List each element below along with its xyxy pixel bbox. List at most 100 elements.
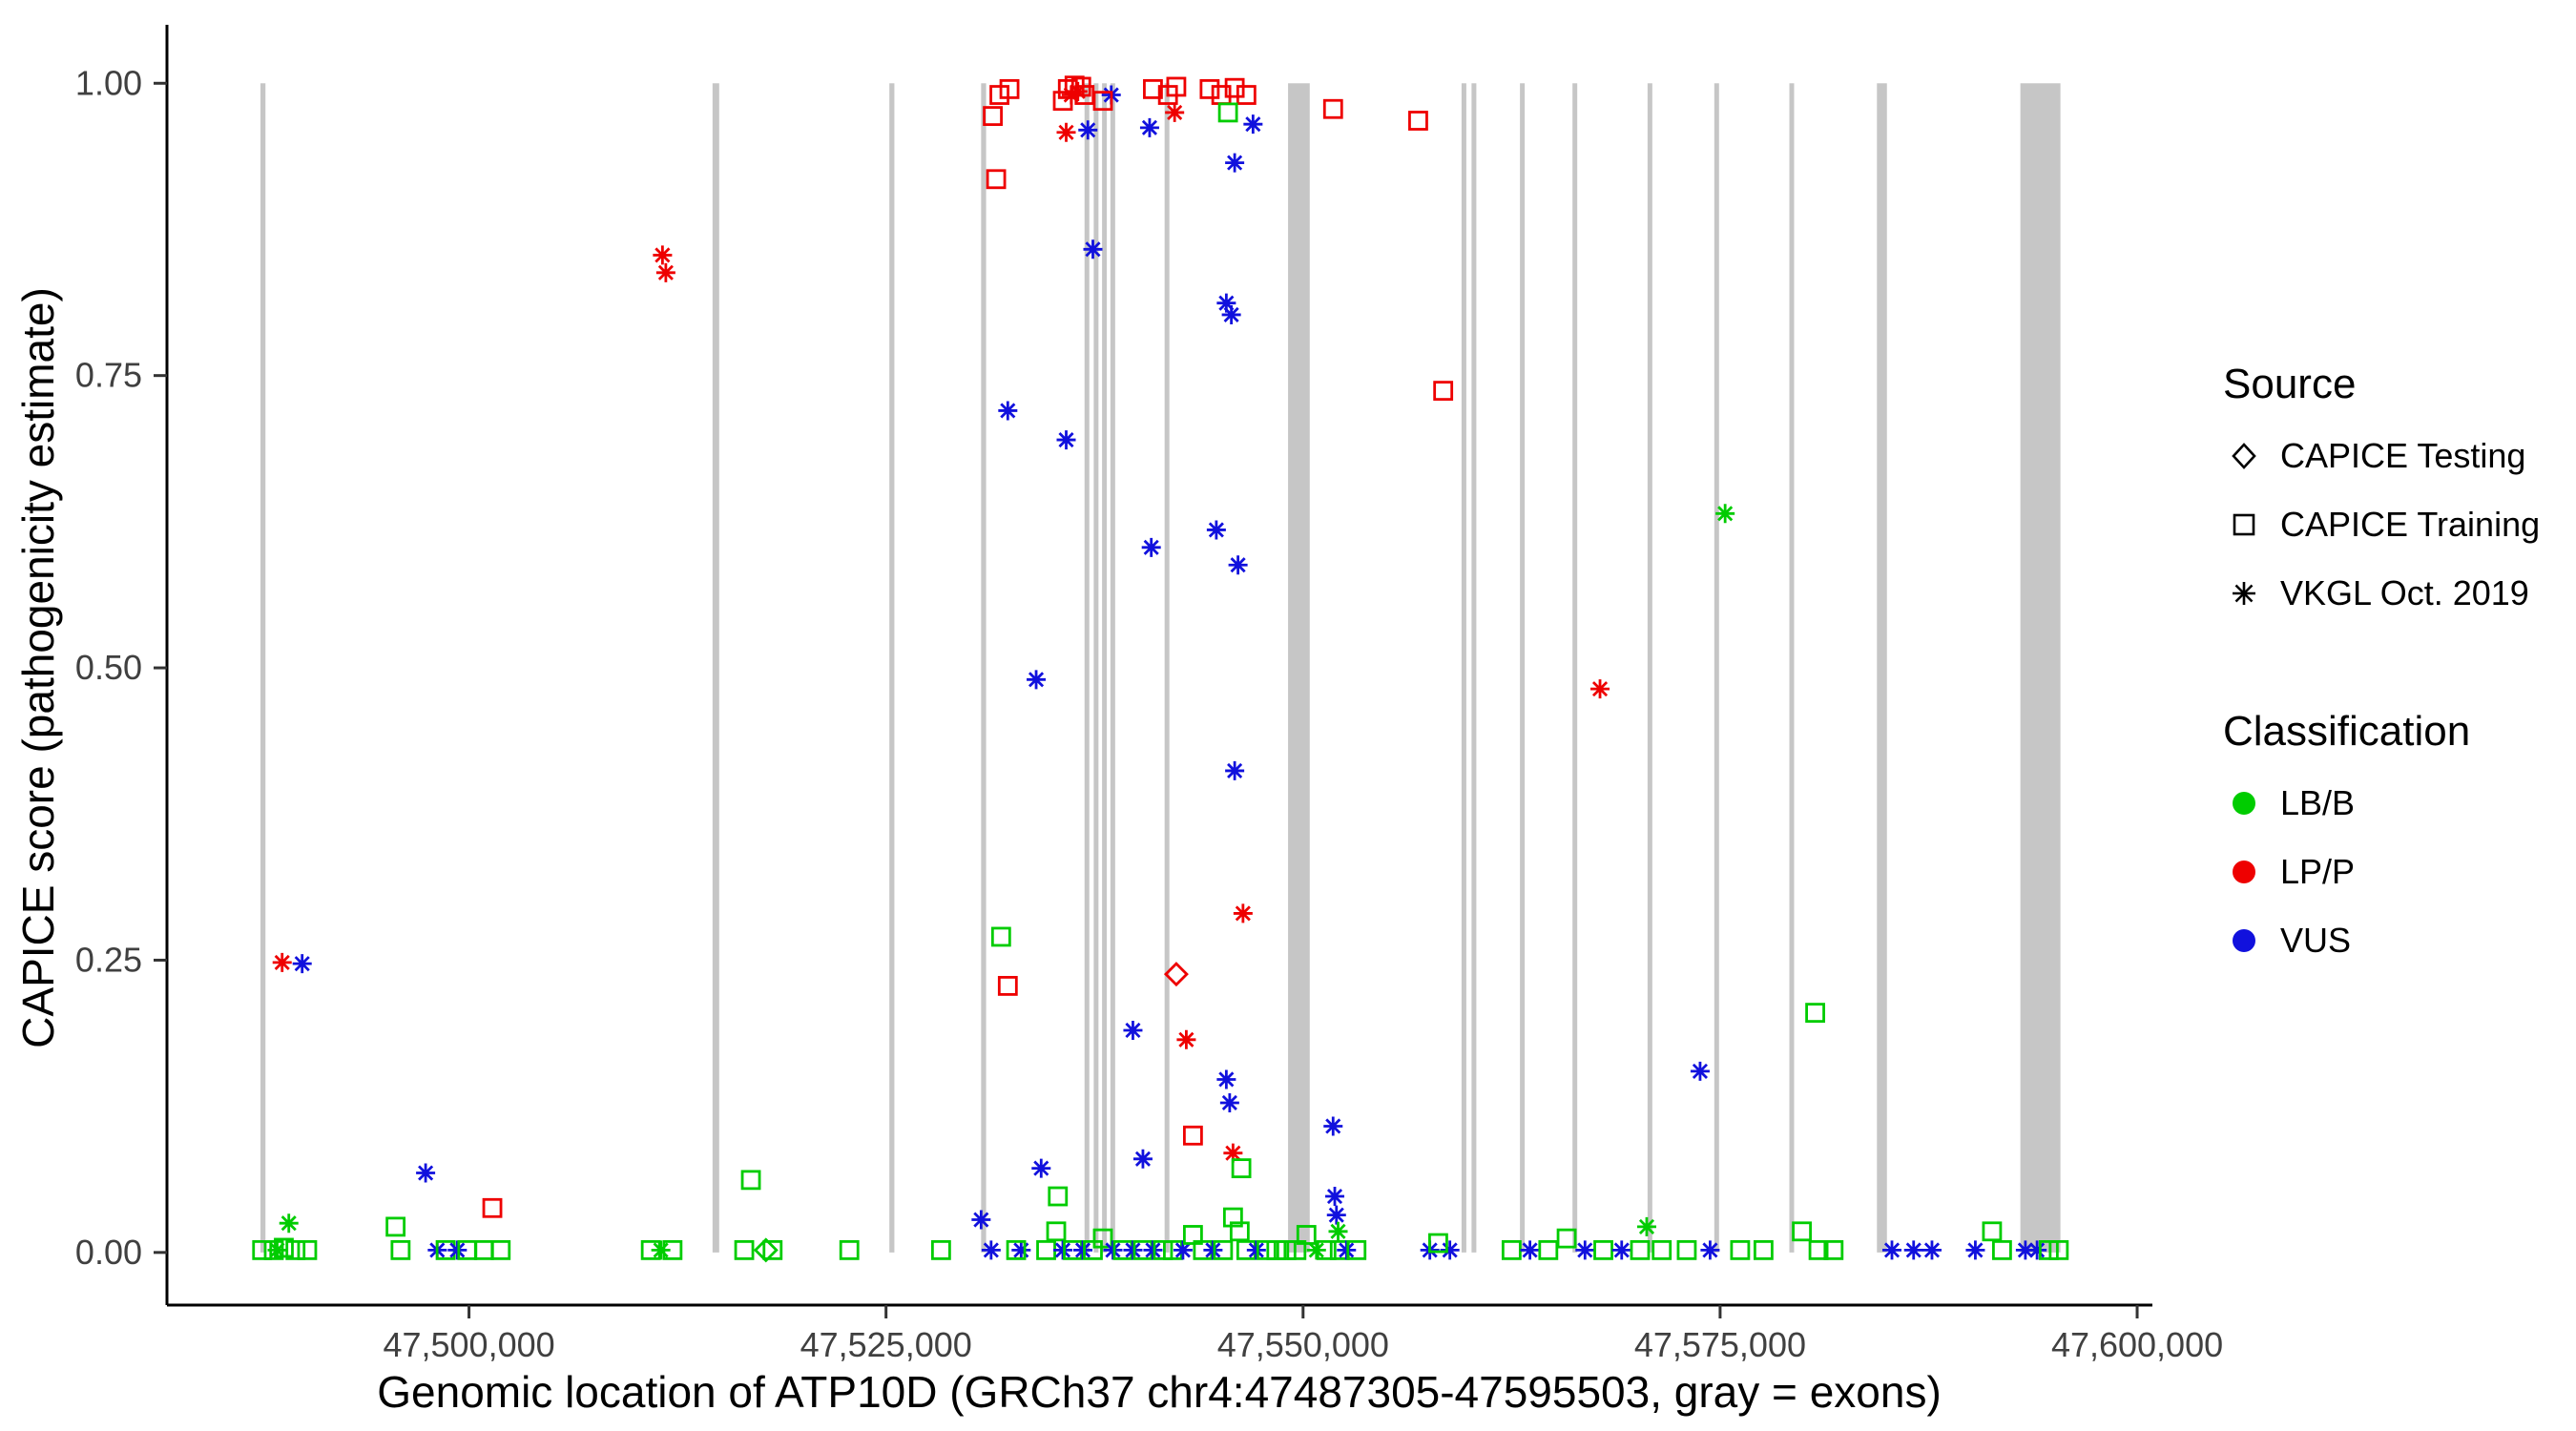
diamond-icon bbox=[2223, 435, 2265, 477]
point-square bbox=[1006, 1239, 1027, 1260]
legend-classification-title: Classification bbox=[2223, 708, 2471, 755]
point-square bbox=[1408, 111, 1428, 131]
point-asterisk bbox=[1206, 520, 1226, 540]
point-square bbox=[1182, 1125, 1203, 1146]
exon-bar bbox=[1877, 83, 1887, 1253]
green-dot-icon bbox=[2223, 782, 2265, 824]
point-square bbox=[1092, 1228, 1113, 1249]
point-square bbox=[997, 976, 1018, 996]
point-square bbox=[1428, 1233, 1448, 1254]
point-square bbox=[1982, 1221, 2003, 1242]
point-square bbox=[1630, 1239, 1651, 1260]
blue-dot-icon bbox=[2223, 920, 2265, 962]
point-square bbox=[1433, 381, 1454, 402]
point-square bbox=[297, 1239, 318, 1260]
point-asterisk bbox=[655, 262, 675, 282]
point-asterisk bbox=[981, 1240, 1001, 1260]
x-axis-title: Genomic location of ATP10D (GRCh37 chr4:… bbox=[377, 1367, 1942, 1417]
point-square bbox=[1676, 1239, 1697, 1260]
point-square bbox=[1143, 79, 1163, 99]
point-asterisk bbox=[416, 1163, 436, 1183]
point-asterisk bbox=[1325, 1187, 1345, 1207]
y-tick-label: 0.75 bbox=[75, 356, 142, 395]
exon-bar bbox=[1647, 83, 1652, 1253]
point-square bbox=[1083, 1239, 1103, 1260]
point-asterisk bbox=[267, 1240, 287, 1260]
point-asterisk bbox=[1690, 1061, 1710, 1081]
point-square bbox=[1296, 1225, 1317, 1245]
point-asterisk bbox=[1123, 1020, 1143, 1040]
exon-bar bbox=[1102, 83, 1108, 1253]
point-asterisk bbox=[1203, 1240, 1223, 1260]
point-square bbox=[983, 106, 1003, 126]
point-square bbox=[1501, 1239, 1522, 1260]
point-asterisk bbox=[1882, 1240, 1902, 1260]
point-square bbox=[1753, 1239, 1774, 1260]
point-asterisk bbox=[1700, 1240, 1720, 1260]
point-square bbox=[1182, 1225, 1203, 1245]
point-asterisk bbox=[1176, 1029, 1196, 1049]
point-asterisk bbox=[1328, 1221, 1348, 1241]
point-square bbox=[285, 1239, 306, 1260]
point-asterisk bbox=[2015, 1240, 2035, 1260]
point-square bbox=[989, 85, 1009, 105]
point-square bbox=[734, 1239, 755, 1260]
y-axis-title: CAPICE score (pathogenicity estimate) bbox=[13, 287, 63, 1048]
point-asterisk bbox=[1027, 670, 1047, 690]
legend: Source CAPICE Testing CAPICE Training bbox=[2223, 361, 2566, 975]
legend-item-vus: VUS bbox=[2223, 906, 2566, 975]
point-square bbox=[1199, 79, 1220, 99]
point-asterisk bbox=[651, 1240, 671, 1260]
point-asterisk bbox=[1053, 1240, 1073, 1260]
legend-item-label: CAPICE Training bbox=[2280, 505, 2541, 544]
point-asterisk bbox=[1243, 114, 1263, 135]
x-tick-label: 47,525,000 bbox=[800, 1325, 972, 1364]
legend-source-title: Source bbox=[2223, 361, 2357, 407]
point-asterisk bbox=[1715, 504, 1735, 524]
exon-bar bbox=[1084, 83, 1090, 1253]
point-asterisk bbox=[653, 245, 673, 265]
point-asterisk bbox=[1225, 760, 1245, 780]
point-asterisk bbox=[1223, 1143, 1243, 1163]
point-asterisk bbox=[1083, 239, 1103, 259]
point-asterisk bbox=[1078, 120, 1098, 140]
point-diamond bbox=[753, 1237, 779, 1263]
exon-bar bbox=[1714, 83, 1719, 1253]
point-square bbox=[930, 1239, 951, 1260]
exon-bar bbox=[1789, 83, 1795, 1253]
point-square bbox=[2048, 1239, 2069, 1260]
point-square bbox=[1808, 1239, 1829, 1260]
legend-item-label: VKGL Oct. 2019 bbox=[2280, 573, 2529, 612]
point-asterisk bbox=[1056, 430, 1076, 450]
exon-bar bbox=[1164, 83, 1170, 1253]
point-square bbox=[1652, 1239, 1672, 1260]
legend-item-label: LB/B bbox=[2280, 783, 2356, 822]
point-asterisk bbox=[272, 952, 292, 972]
point-asterisk bbox=[1590, 679, 1610, 699]
point-square bbox=[1092, 91, 1113, 112]
legend-item-capice-training: CAPICE Training bbox=[2223, 490, 2566, 559]
point-square bbox=[1231, 1158, 1252, 1179]
exon-bar bbox=[1288, 83, 1310, 1253]
point-square bbox=[1046, 1221, 1067, 1242]
point-asterisk bbox=[1233, 903, 1253, 923]
point-square bbox=[1036, 1239, 1056, 1260]
point-square bbox=[762, 1239, 783, 1260]
point-square bbox=[990, 926, 1011, 947]
legend-item-label: VUS bbox=[2280, 921, 2352, 960]
point-square bbox=[740, 1170, 761, 1191]
exon-bar bbox=[2020, 83, 2061, 1253]
point-square bbox=[1556, 1228, 1577, 1249]
red-dot-icon bbox=[2223, 851, 2265, 893]
legend-item-label: LP/P bbox=[2280, 852, 2356, 891]
point-asterisk bbox=[1143, 1240, 1163, 1260]
exon-bar bbox=[889, 83, 895, 1253]
point-asterisk bbox=[1636, 1216, 1656, 1236]
point-asterisk bbox=[1306, 1240, 1326, 1260]
point-asterisk bbox=[1922, 1240, 1942, 1260]
exon-bar bbox=[981, 83, 987, 1253]
exon-bar bbox=[1520, 83, 1526, 1253]
point-asterisk bbox=[1123, 1240, 1143, 1260]
